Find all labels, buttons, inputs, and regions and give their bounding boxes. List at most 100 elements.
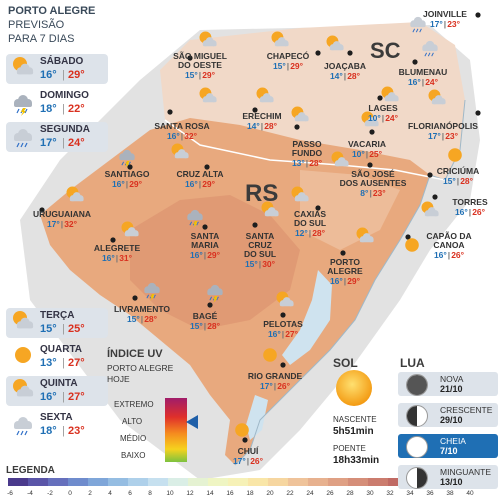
uv-title: ÍNDICE UV bbox=[107, 348, 163, 360]
temp-sep: | bbox=[260, 121, 264, 131]
city-dot bbox=[475, 110, 481, 116]
partly-cloudy-icon bbox=[199, 87, 217, 103]
day-max: 29° bbox=[68, 69, 85, 81]
legend-swatch bbox=[188, 478, 208, 486]
legend-swatch bbox=[28, 478, 48, 486]
uv-level-baixo: BAIXO bbox=[121, 451, 146, 460]
city-max: 28° bbox=[347, 71, 361, 81]
legend-value: -2 bbox=[47, 490, 53, 497]
day-sep: | bbox=[62, 425, 65, 437]
city-name: CAPÃO DA CANOA bbox=[426, 231, 472, 250]
uv-bar bbox=[165, 398, 187, 462]
city-min: 15° bbox=[189, 321, 203, 331]
moon-date: 7/10 bbox=[440, 446, 458, 456]
temp-sep: | bbox=[286, 61, 290, 71]
city-temps: 15°|29° bbox=[248, 61, 328, 71]
legend-swatch bbox=[8, 478, 28, 486]
day-min: 16° bbox=[40, 69, 57, 81]
city-name: SÃO JOSÉ DOS AUSENTES bbox=[339, 169, 407, 188]
temp-sep: | bbox=[140, 314, 144, 324]
bottom-day-3: SEXTA 18° | 23° bbox=[6, 410, 108, 440]
state-border bbox=[164, 119, 446, 181]
city-temps: 16°|29° bbox=[87, 179, 167, 189]
city-max: 28° bbox=[309, 158, 323, 168]
legend-value: 20 bbox=[266, 490, 274, 497]
city-temps: 13°|28° bbox=[267, 158, 347, 168]
rs-east-shade bbox=[300, 170, 400, 250]
day-min: 16° bbox=[40, 391, 57, 403]
legend-value: 22 bbox=[286, 490, 294, 497]
city-name: BLUMENAU bbox=[398, 67, 448, 77]
city-max: 32° bbox=[64, 219, 78, 229]
city-temps: 15°|30° bbox=[220, 259, 300, 269]
temp-sep: | bbox=[246, 456, 250, 466]
legend-value: 10 bbox=[166, 490, 174, 497]
temp-sep: | bbox=[180, 131, 184, 141]
partly-cloudy-icon bbox=[428, 89, 446, 105]
temp-sep: | bbox=[203, 321, 207, 331]
city-temps: 12°|28° bbox=[270, 228, 350, 238]
city-dot bbox=[369, 129, 375, 135]
legend-value: 32 bbox=[386, 490, 394, 497]
city-name: SÃO MIGUEL DO OESTE bbox=[173, 51, 227, 70]
day-name: TERÇA bbox=[40, 310, 75, 321]
lagoa-mirim bbox=[246, 395, 268, 440]
uv-pointer-icon bbox=[186, 415, 198, 429]
partly-cloudy-icon bbox=[271, 31, 289, 47]
partly-cloudy-icon bbox=[291, 106, 309, 122]
thunderstorm-icon bbox=[144, 282, 160, 301]
temp-sep: | bbox=[447, 250, 451, 260]
legend-swatch bbox=[68, 478, 88, 486]
day-min: 18° bbox=[40, 425, 57, 437]
day-max: 24° bbox=[68, 137, 85, 149]
city-name: SANTA ROSA bbox=[154, 121, 210, 131]
legend-value: -4 bbox=[27, 490, 33, 497]
rs-inner-shade bbox=[130, 195, 300, 330]
temp-sep: | bbox=[115, 253, 119, 263]
temp-sep: | bbox=[369, 188, 372, 198]
thunderstorm-icon bbox=[207, 284, 223, 303]
city-max: 26° bbox=[472, 207, 486, 217]
city-dot bbox=[252, 222, 258, 228]
top-day-0: SÁBADO 16° | 29° bbox=[6, 54, 108, 84]
city-min: 17° bbox=[429, 19, 443, 29]
city-min: 17° bbox=[427, 131, 441, 141]
day-name: QUARTA bbox=[40, 344, 83, 355]
city-temps: 16°|26° bbox=[430, 207, 500, 217]
city-temps: 17°|32° bbox=[22, 219, 102, 229]
city-max: 28° bbox=[207, 321, 221, 331]
city-min: 16° bbox=[407, 77, 421, 87]
moon-phase-3: MINGUANTE 13/10 bbox=[398, 465, 498, 489]
temp-sep: | bbox=[258, 259, 262, 269]
top-day-2: SEGUNDA 17° | 24° bbox=[6, 122, 108, 152]
city-min: 16° bbox=[454, 207, 468, 217]
legend-swatch bbox=[248, 478, 268, 486]
legend-swatch bbox=[208, 478, 228, 486]
legend-value: 28 bbox=[346, 490, 354, 497]
partly-cloudy-icon bbox=[256, 87, 274, 103]
temp-sep: | bbox=[443, 19, 447, 29]
legend-swatch bbox=[228, 478, 248, 486]
city-min: 12° bbox=[294, 228, 308, 238]
city-name: LIVRAMENTO bbox=[113, 304, 171, 314]
temp-sep: | bbox=[468, 207, 472, 217]
city-min: 16° bbox=[184, 179, 198, 189]
legend-value: 24 bbox=[306, 490, 314, 497]
day-max: 23° bbox=[68, 425, 85, 437]
legend-swatch bbox=[88, 478, 108, 486]
city-name: RIO GRANDE bbox=[247, 371, 303, 381]
city-min: 14° bbox=[329, 71, 343, 81]
legend-swatch bbox=[308, 478, 328, 486]
day-min: 13° bbox=[40, 357, 57, 369]
city-min: 17° bbox=[232, 456, 246, 466]
legend-value: 18 bbox=[246, 490, 254, 497]
legend-swatch bbox=[148, 478, 168, 486]
city-temps: 16°|24° bbox=[383, 77, 463, 87]
city-temps: 16°|26° bbox=[409, 250, 489, 260]
city-temps: 15°|28° bbox=[418, 176, 498, 186]
partly-cloudy-icon bbox=[171, 143, 189, 159]
city-max: 29° bbox=[202, 70, 216, 80]
temp-sep: | bbox=[421, 77, 425, 87]
sunset-label: POENTE bbox=[333, 444, 366, 453]
